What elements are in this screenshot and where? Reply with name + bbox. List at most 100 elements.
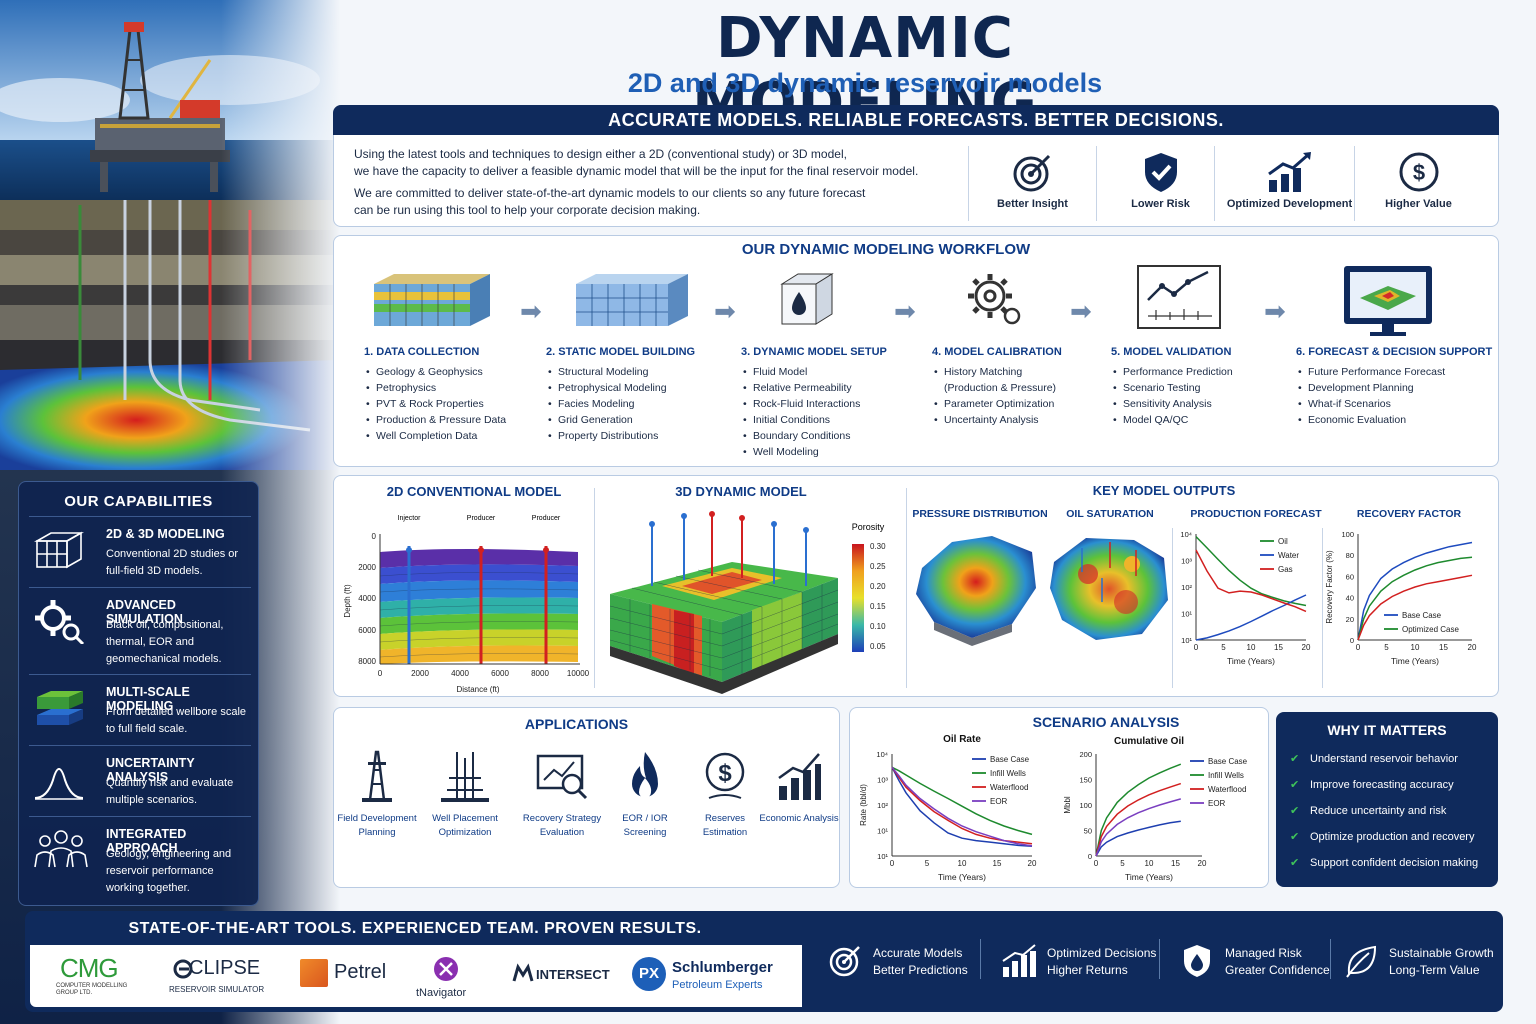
step-item: Petrophysics <box>364 380 554 396</box>
step-item: History Matching <box>932 364 1122 380</box>
x-tick: 5 <box>1120 859 1125 868</box>
workflow-step-5: 5. MODEL VALIDATION Performance Predicti… <box>1111 346 1301 428</box>
workflow-step-6: 6. FORECAST & DECISION SUPPORT Future Pe… <box>1296 346 1496 428</box>
app-recovery-strategy: Recovery Strategy Evaluation <box>514 748 610 840</box>
porosity-tick: 0.20 <box>870 582 886 591</box>
x-tick: 0 <box>890 859 895 868</box>
why-item: Support confident decision making <box>1276 850 1498 876</box>
legend-entry: Oil <box>1278 537 1288 546</box>
x-tick: 4000 <box>451 669 469 678</box>
logo-slb-text: Schlumberger <box>672 959 773 976</box>
y-tick: 10¹ <box>1181 636 1192 645</box>
rf-title: RECOVERY FACTOR <box>1356 508 1462 520</box>
y-tick: 2000 <box>358 563 376 572</box>
app-label: EOR / IOR Screening <box>622 813 668 838</box>
why-title: WHY IT MATTERS <box>1327 722 1447 738</box>
step-item: Model QA/QC <box>1111 412 1301 428</box>
logo-slb-sub: Petroleum Experts <box>672 979 763 991</box>
footer-value-managed-risk: Managed Risk Greater Confidence <box>1179 941 1349 989</box>
capability-title: MULTI-SCALE MODELING <box>106 685 190 713</box>
arrow-icon: ➡ <box>894 296 916 326</box>
x-tick: 8000 <box>531 669 549 678</box>
series-line-1 <box>1095 763 1182 857</box>
x-axis-label: Time (Years) <box>1391 656 1439 666</box>
shield-drop-icon <box>1184 945 1210 977</box>
legend-entry: Base Case <box>990 755 1030 764</box>
saturation-title: OIL SATURATION <box>1066 508 1154 520</box>
y-tick: 10¹ <box>1181 610 1192 619</box>
legend-entry: Gas <box>1278 565 1293 574</box>
step-item: What-if Scenarios <box>1296 396 1496 412</box>
x-tick: 0 <box>1094 859 1099 868</box>
bar-growth-icon <box>778 753 821 800</box>
y-tick: 200 <box>1079 750 1092 759</box>
flame-icon <box>632 752 658 798</box>
step-item: Boundary Conditions <box>741 428 931 444</box>
svg-text:$: $ <box>718 760 732 787</box>
app-eor-ior: EOR / IOR Screening <box>604 748 686 840</box>
app-label: Recovery Strategy Evaluation <box>522 813 602 838</box>
prod-forecast-title: PRODUCTION FORECAST <box>1190 508 1322 520</box>
step-item: (Production & Pressure) <box>944 382 1057 394</box>
x-tick: 10 <box>958 859 967 868</box>
capability-desc: Conventional 2D studies or full-field 3D… <box>106 548 239 577</box>
logo-eclipse: CLIPSE RESERVOIR SIMULATOR <box>165 945 285 1007</box>
app-reserves: $ Reserves Estimation <box>684 748 766 840</box>
arrow-icon: ➡ <box>1264 296 1286 326</box>
x-tick: 2000 <box>411 669 429 678</box>
app-label: Economic Analysis <box>759 813 839 824</box>
logo-cmg-sub1: COMPUTER MODELLING <box>56 983 128 989</box>
arrow-icon: ➡ <box>714 296 736 326</box>
x-tick: 0 <box>1356 643 1361 652</box>
x-axis-label: Distance (ft) <box>456 685 499 694</box>
intro-text: Using the latest tools and techniques to… <box>354 146 974 224</box>
logo-petrel: Petrel <box>298 945 398 1007</box>
series-line-0 <box>1095 820 1181 857</box>
x-tick: 0 <box>1194 643 1199 652</box>
x-tick: 20 <box>1302 643 1311 652</box>
well-label-producer: Producer <box>467 515 496 522</box>
team-icon <box>34 830 88 868</box>
eclipse-logo-icon <box>173 959 193 979</box>
capability-title: INTEGRATED APPROACH <box>106 827 187 855</box>
workflow-step-1: 1. DATA COLLECTION Geology & GeophysicsP… <box>364 346 554 444</box>
y-axis-label: Rate (bbl/d) <box>859 784 868 826</box>
logo-cmg-sub2: GROUP LTD. <box>56 990 93 996</box>
y-tick: 10² <box>877 801 888 810</box>
y-tick: 0 <box>1350 636 1354 645</box>
workflow-step-4: 4. MODEL CALIBRATION History Matching (Pr… <box>932 346 1122 428</box>
footer-value-l1: Managed Risk <box>1225 946 1302 960</box>
step-item: Economic Evaluation <box>1296 412 1496 428</box>
footer-value-l2: Better Predictions <box>873 963 968 977</box>
applications-panel: APPLICATIONS Field Development Planning … <box>333 707 840 888</box>
porosity-colorbar <box>852 544 864 652</box>
y-tick: 40 <box>1346 594 1354 603</box>
capability-2d-3d: 2D & 3D MODELING Conventional 2D studies… <box>29 516 251 586</box>
derrick-icon <box>362 750 392 802</box>
series-line-0 <box>1195 536 1307 607</box>
static-model-icon <box>576 274 688 326</box>
step-item: Development Planning <box>1296 380 1496 396</box>
y-tick: 6000 <box>358 626 376 635</box>
y-tick: 100 <box>1341 530 1354 539</box>
footer-value-text: Accurate Models Better Predictions <box>873 945 968 979</box>
benefit-label: Higher Value <box>1385 198 1452 210</box>
step-item: Rock-Fluid Interactions <box>741 396 931 412</box>
footer-value-text: Optimized Decisions Higher Returns <box>1047 945 1156 979</box>
benefit-lower-risk: Lower Risk <box>1096 146 1224 221</box>
why-item: Improve forecasting accuracy <box>1276 772 1498 798</box>
workflow-step-2: 2. STATIC MODEL BUILDING Structural Mode… <box>546 346 736 444</box>
legend-entry: Infill Wells <box>990 769 1026 778</box>
porosity-tick: 0.10 <box>870 622 886 631</box>
saturation-map <box>1050 538 1168 640</box>
intro-p2b: can be run using this tool to help your … <box>354 203 701 217</box>
step-item: Well Modeling <box>741 444 931 460</box>
target-icon <box>829 946 860 977</box>
intro-p1a: Using the latest tools and techniques to… <box>354 147 847 161</box>
step-title: 5. MODEL VALIDATION <box>1111 346 1232 358</box>
recovery-factor-chart: 0 5 10 15 20 0 20 40 60 80 100 Time (Years) Recovery… <box>1325 530 1477 666</box>
capability-multi-scale: MULTI-SCALE MODELING From detailed wellb… <box>29 674 251 744</box>
benefit-label: Better Insight <box>997 198 1068 210</box>
legend-entry: EOR <box>990 797 1008 806</box>
app-label: Field Development Planning <box>337 813 417 838</box>
